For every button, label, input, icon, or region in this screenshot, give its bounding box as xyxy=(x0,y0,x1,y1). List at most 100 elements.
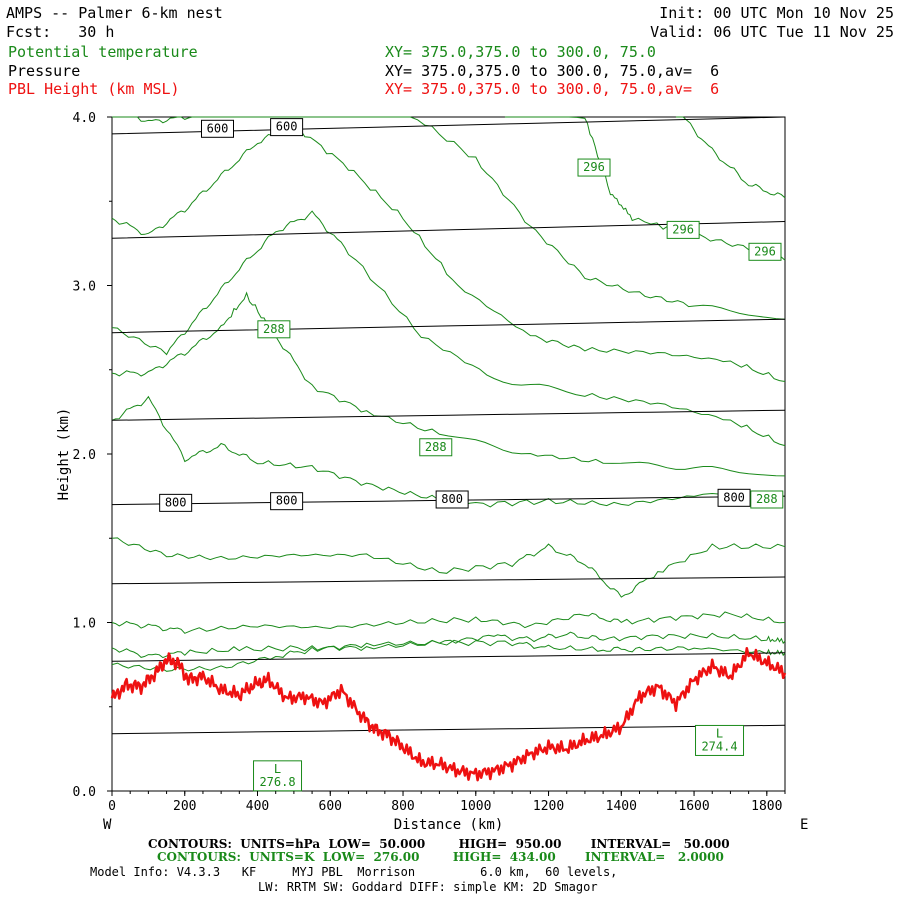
y-axis-label: Height (km) xyxy=(56,408,72,501)
theta-label-1-text: 296 xyxy=(672,222,694,236)
theta-label-6-text: 276.8 xyxy=(259,775,295,789)
pressure-label-2-text: 800 xyxy=(165,495,187,509)
x-tick-label: 600 xyxy=(319,799,342,814)
x-tick-label: 1000 xyxy=(460,799,491,814)
pressure-isobars xyxy=(111,116,786,735)
footer-model-info: Model Info: V4.3.3 KF MYJ PBL Morrison 6… xyxy=(90,865,618,879)
pbl-field-label: PBL Height (km MSL) xyxy=(8,80,180,98)
theta-label-1: 296 xyxy=(666,220,700,239)
theta-label-2-box xyxy=(748,242,782,261)
theta-label-7-box xyxy=(695,724,745,756)
theta-contour-8 xyxy=(112,116,786,320)
forecast-hour: Fcst: 30 h xyxy=(6,23,115,41)
pressure-label-4-box xyxy=(435,490,469,509)
pressure-isobar-7 xyxy=(111,724,786,735)
west-label: W xyxy=(103,817,112,833)
theta-label-1-box xyxy=(666,220,700,239)
theta-contour-10 xyxy=(675,116,786,199)
x-tick-label: 200 xyxy=(173,799,196,814)
x-axis-label: Distance (km) xyxy=(394,817,504,833)
pressure-isobar-6 xyxy=(111,652,786,662)
theta-contour-6 xyxy=(111,210,786,447)
theta-label-4: 288 xyxy=(419,438,453,457)
east-label: E xyxy=(800,817,808,833)
theta-label-5: 288 xyxy=(750,490,784,509)
pressure-xy-label: XY= 375.0,375.0 to 300.0, 75.0,av= 6 xyxy=(385,62,720,80)
pressure-label-3-box xyxy=(270,492,304,511)
pressure-label-2: 800 xyxy=(159,493,193,512)
pressure-label-5: 800 xyxy=(717,488,751,507)
valid-time: Valid: 06 UTC Tue 11 Nov 25 xyxy=(650,23,894,41)
pressure-label-3: 800 xyxy=(270,492,304,511)
pressure-label-0-text: 600 xyxy=(207,121,229,135)
theta-contour-0 xyxy=(111,639,786,672)
y-tick-label: 2.0 xyxy=(73,448,96,463)
theta-contours xyxy=(111,116,786,672)
theta-label-6-box xyxy=(253,760,303,792)
x-tick-label: 800 xyxy=(391,799,414,814)
pressure-label-1-text: 600 xyxy=(276,120,298,134)
pressure-label-5-box xyxy=(717,488,751,507)
pbl-height-series xyxy=(110,646,787,782)
x-tick-label: 0 xyxy=(108,799,116,814)
init-time: Init: 00 UTC Mon 10 Nov 25 xyxy=(659,4,894,22)
theta-label-4-text: 288 xyxy=(425,440,447,454)
theta-label-5-box xyxy=(750,490,784,509)
x-tick-label: 1800 xyxy=(751,799,782,814)
x-tick-label: 1600 xyxy=(678,799,709,814)
theta-field-label: Potential temperature xyxy=(8,43,198,61)
theta-contour-1 xyxy=(111,631,786,659)
x-tick-label: 1200 xyxy=(533,799,564,814)
theta-label-7-text: 274.4 xyxy=(701,739,737,753)
header-title: AMPS -- Palmer 6-km nest xyxy=(6,4,223,22)
theta-label-0-text: 296 xyxy=(583,160,605,174)
pressure-label-2-box xyxy=(159,493,193,512)
theta-label-0: 296 xyxy=(577,158,611,177)
y-tick-label: 4.0 xyxy=(73,111,96,126)
footer-pressure-contours: CONTOURS: UNITS=hPa LOW= 50.000 HIGH= 95… xyxy=(148,837,730,851)
theta-label-2-text: 296 xyxy=(754,244,776,258)
footer-physics-info: LW: RRTM SW: Goddard DIFF: simple KM: 2D… xyxy=(258,880,598,894)
theta-label-3-text: 288 xyxy=(263,322,285,336)
theta-contour-3 xyxy=(111,537,786,598)
theta-contour-2 xyxy=(111,611,786,634)
theta-label-7-text: L xyxy=(716,726,723,740)
y-tick-label: 3.0 xyxy=(73,280,96,295)
footer-theta-contours: CONTOURS: UNITS=K LOW= 276.00 HIGH= 434.… xyxy=(157,850,724,864)
pressure-label-3-text: 800 xyxy=(276,494,298,508)
theta-label-6-text: L xyxy=(274,762,281,776)
pressure-label-0: 600 xyxy=(200,119,234,138)
pbl-xy-label: XY= 375.0,375.0 to 300.0, 75.0,av= 6 xyxy=(385,80,720,98)
pressure-isobar-5 xyxy=(111,576,786,585)
pressure-label-0-box xyxy=(200,119,234,138)
pressure-label-1: 600 xyxy=(270,118,304,137)
pbl-height-line xyxy=(110,646,787,782)
theta-label-4-box xyxy=(419,438,453,457)
y-tick-label: 0.0 xyxy=(73,785,96,800)
theta-xy-label: XY= 375.0,375.0 to 300.0, 75.0 xyxy=(385,43,656,61)
theta-contour-4 xyxy=(111,395,786,508)
pressure-label-1-box xyxy=(270,118,304,137)
pressure-label-5-text: 800 xyxy=(723,490,745,504)
theta-label-0-box xyxy=(577,158,611,177)
x-tick-label: 1400 xyxy=(606,799,637,814)
theta-label-5-text: 288 xyxy=(756,492,778,506)
y-tick-label: 1.0 xyxy=(73,617,96,632)
x-tick-label: 400 xyxy=(246,799,269,814)
pressure-label-4-text: 800 xyxy=(441,492,463,506)
pressure-field-label: Pressure xyxy=(8,62,81,80)
pressure-isobar-2 xyxy=(111,318,786,334)
pressure-label-4: 800 xyxy=(435,490,469,509)
theta-contour-9 xyxy=(504,116,786,261)
theta-contour-7 xyxy=(111,124,786,382)
theta-label-3: 288 xyxy=(257,320,291,339)
theta-label-3-box xyxy=(257,320,291,339)
pressure-isobar-3 xyxy=(111,409,786,421)
axes: 0 200 400 600 800 1000 1200 1400 1600 1800 0.0 1.0 2… xyxy=(56,111,808,833)
theta-contour-5 xyxy=(111,291,786,477)
theta-label-2: 296 xyxy=(748,242,782,261)
